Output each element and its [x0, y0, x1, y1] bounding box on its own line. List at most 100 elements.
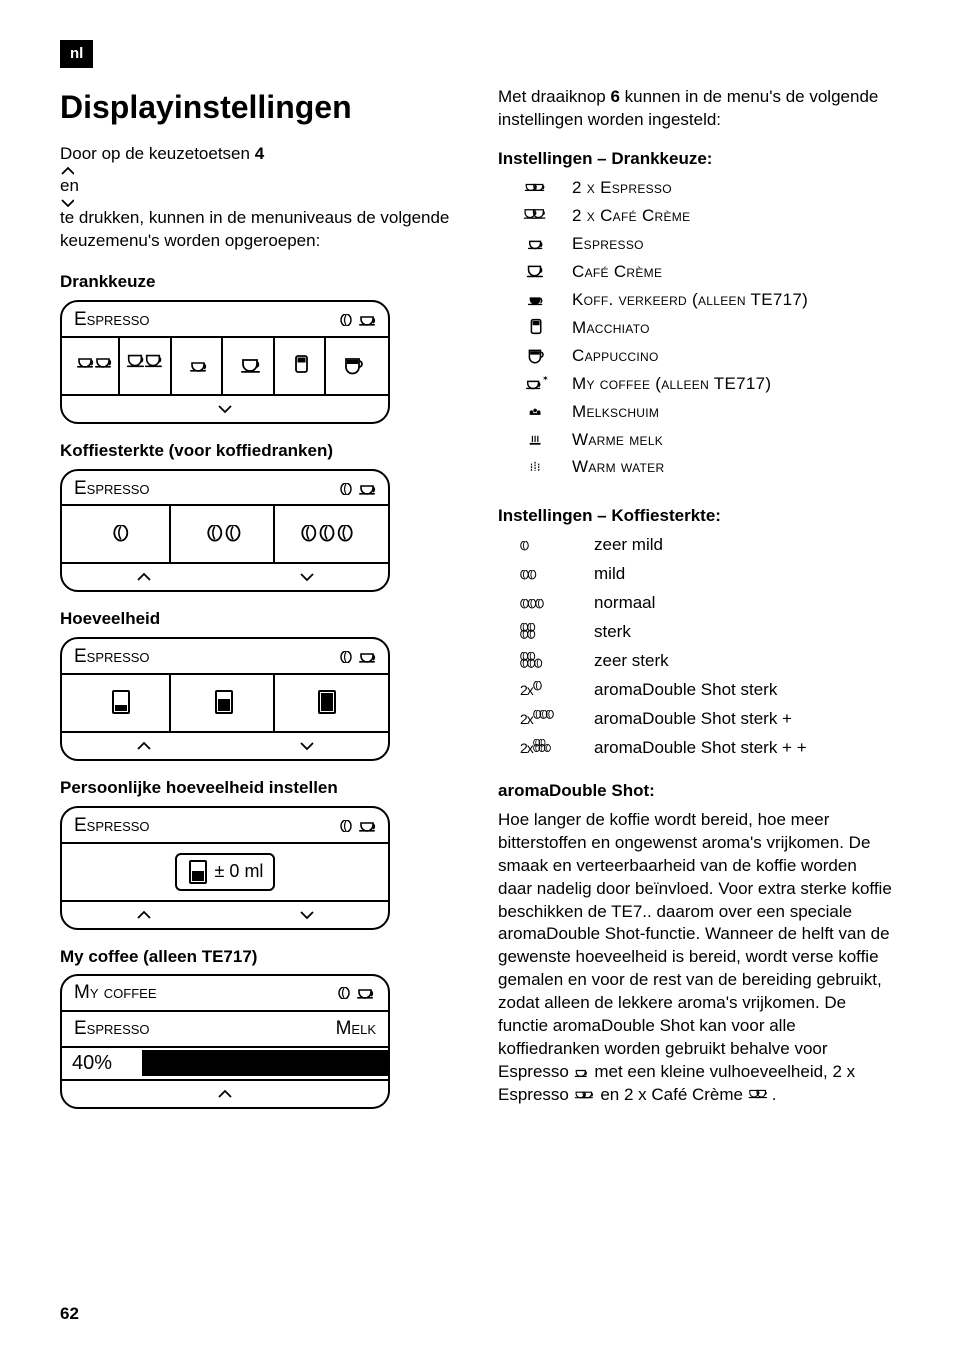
list-item: aromaDouble Shot sterk + +	[594, 737, 807, 760]
mycoffee-bar-row: 40%	[62, 1046, 388, 1081]
page-number: 62	[60, 1303, 79, 1326]
list-item: normaal	[594, 592, 655, 615]
bean-3-icon	[520, 599, 550, 609]
label-persoonlijk: Persoonlijke hoeveelheid instellen	[60, 777, 460, 800]
mycoffee-left: Espresso	[74, 1016, 150, 1042]
koff-verkeerd-icon	[527, 292, 547, 308]
chevron-down-icon	[217, 404, 233, 414]
panel-footer	[62, 396, 388, 422]
text-part: Hoe langer de koffie wordt bereid, hoe m…	[498, 810, 892, 1081]
text-part: en 2 x Café Crème	[596, 1085, 743, 1104]
bean-icon	[340, 651, 352, 663]
drink-row	[62, 336, 388, 396]
fill-large-icon	[316, 689, 340, 717]
list-item: zeer sterk	[594, 650, 669, 673]
chevron-up-icon	[136, 572, 152, 582]
list-item: Macchiato	[572, 317, 650, 340]
cup-icon	[358, 480, 378, 498]
panel-title: Espresso	[74, 644, 150, 670]
cup-big-icon	[240, 356, 262, 376]
language-badge: nl	[60, 40, 93, 68]
label-drankkeuze: Drankkeuze	[60, 271, 460, 294]
fill-med-icon	[187, 859, 209, 885]
list-item: Warme melk	[572, 429, 663, 452]
macchiato-icon	[528, 318, 546, 338]
ml-row: ± 0 ml	[62, 842, 388, 902]
strength-row	[62, 504, 388, 564]
intro-part: te drukken, kunnen in de menuniveaus de …	[60, 208, 449, 250]
mycoffee-pct: 40%	[62, 1048, 142, 1079]
chevron-down-icon	[299, 910, 315, 920]
bean-1-icon	[533, 681, 543, 691]
chevron-down-icon	[60, 198, 74, 207]
panel-footer	[62, 733, 388, 759]
chevron-up-icon	[136, 910, 152, 920]
list-item: My coffee (alleen TE717)	[572, 373, 771, 396]
cafe-creme-icon	[526, 263, 548, 281]
chevron-up-icon	[136, 741, 152, 751]
bean-2-icon	[520, 570, 540, 580]
list-item: zeer mild	[594, 534, 663, 557]
bean-5-icon	[533, 739, 559, 757]
cup-icon	[358, 817, 378, 835]
sterkte-list: zeer mild mild normaal sterk zeer sterk …	[498, 534, 894, 760]
cappuccino-icon	[526, 347, 548, 365]
bean-icon	[340, 483, 352, 495]
bean-3-icon	[533, 710, 559, 720]
intro-part: en	[60, 176, 79, 195]
bean-icon	[338, 987, 350, 999]
panel-title: Espresso	[74, 813, 150, 839]
panel-persoonlijk: Espresso ± 0 ml	[60, 806, 390, 930]
list-item: 2 x Café Crème	[572, 205, 690, 228]
panel-sterkte: Espresso	[60, 469, 390, 593]
bean-4-icon	[520, 623, 540, 643]
chevron-down-icon	[299, 741, 315, 751]
glass-icon	[292, 354, 314, 378]
mycoffee-title: My coffee	[74, 980, 157, 1006]
key-4: 4	[255, 144, 264, 163]
double-espresso-icon	[76, 353, 116, 379]
cappuccino-icon	[342, 355, 366, 377]
double-cafe-icon	[748, 1088, 772, 1102]
list-item: Koff. verkeerd (alleen TE717)	[572, 289, 808, 312]
list-item: Café Crème	[572, 261, 662, 284]
intro-text: Door op de keuzetoetsen 4 en te drukken,…	[60, 143, 460, 253]
espresso-icon	[527, 236, 547, 252]
mycoffee-icon: ✶	[525, 376, 549, 392]
panel-drankkeuze: Espresso	[60, 300, 390, 424]
heading-sterkte: Instellingen – Koffiesterkte:	[498, 505, 894, 528]
foam-icon	[527, 405, 547, 419]
double-cafe-icon	[523, 207, 551, 225]
panel-mycoffee: My coffee Espresso Melk 40%	[60, 974, 390, 1108]
fill-med-icon	[213, 689, 237, 717]
warm-milk-icon	[527, 433, 547, 447]
knob-6: 6	[610, 87, 619, 106]
svg-text:✶: ✶	[542, 376, 549, 383]
ml-text: ± 0 ml	[215, 859, 264, 883]
list-item: sterk	[594, 621, 631, 644]
bean-icon	[340, 314, 352, 326]
double-cafe-icon	[126, 352, 170, 380]
fill-small-icon	[110, 689, 134, 717]
chevron-down-icon	[299, 572, 315, 582]
heading-aroma: aromaDouble Shot:	[498, 780, 894, 803]
cup-icon	[358, 648, 378, 666]
warm-water-icon	[527, 460, 547, 476]
bean-1-icon	[113, 525, 131, 543]
cup-icon	[574, 1066, 590, 1079]
cup-icon	[189, 357, 209, 375]
list-item: Cappuccino	[572, 345, 659, 368]
mycoffee-right: Melk	[336, 1016, 376, 1042]
label-koffiesterkte: Koffiesterkte (voor koffiedranken)	[60, 440, 460, 463]
bean-5-icon	[520, 652, 550, 672]
page-title: Displayinstellingen	[60, 86, 460, 129]
list-item: aromaDouble Shot sterk +	[594, 708, 792, 731]
cup-icon	[356, 984, 376, 1002]
list-item: mild	[594, 563, 625, 586]
mycoffee-bar	[142, 1050, 388, 1076]
intro-part: Door op de keuzetoetsen	[60, 144, 255, 163]
chevron-up-icon	[60, 166, 74, 175]
panel-title: Espresso	[74, 476, 150, 502]
panel-footer	[62, 1081, 388, 1107]
text-part: Met draaiknop	[498, 87, 610, 106]
